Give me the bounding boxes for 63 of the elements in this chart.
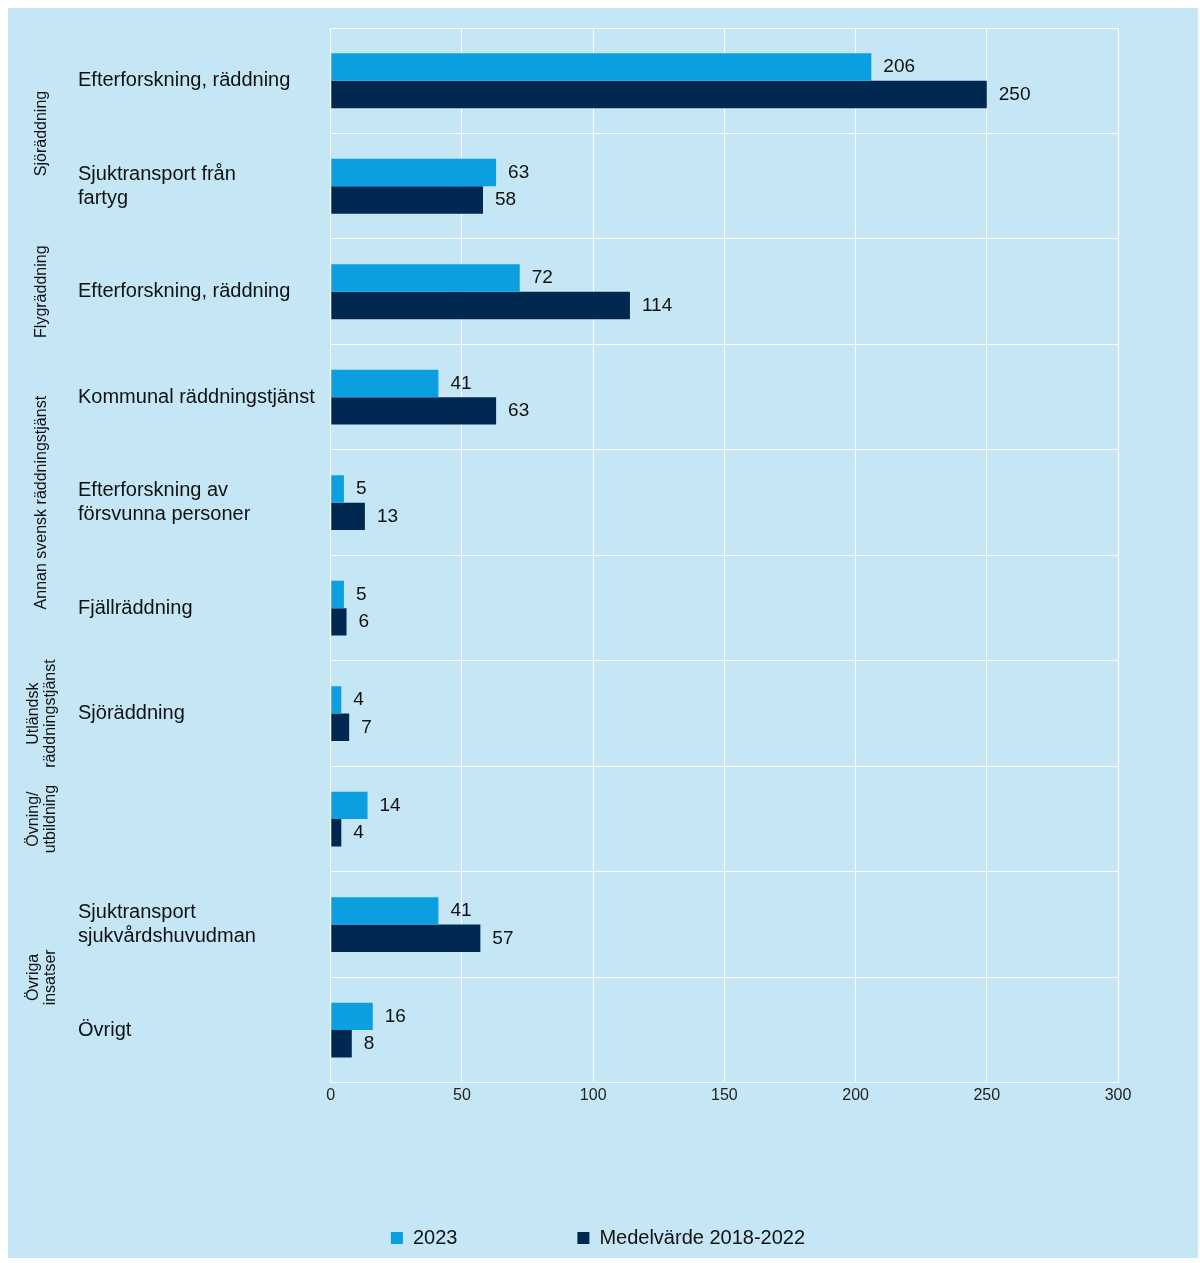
data-label: 114 bbox=[641, 293, 673, 315]
data-label: 4 bbox=[353, 688, 365, 710]
x-tick-label: 0 bbox=[326, 1085, 336, 1103]
y-tick-label: Efterforskning av försvunna personer bbox=[78, 478, 251, 525]
bar bbox=[331, 186, 483, 214]
text: Flygräddning bbox=[32, 245, 50, 338]
data-label: 57 bbox=[492, 926, 514, 948]
x-tick-label: 250 bbox=[973, 1085, 1001, 1103]
bar bbox=[331, 1030, 352, 1058]
data-label: 6 bbox=[358, 610, 370, 632]
x-tick-label: 100 bbox=[579, 1085, 607, 1103]
text: Annan svensk räddningstjänst bbox=[32, 395, 50, 610]
data-label: 13 bbox=[376, 504, 399, 526]
data-label: 63 bbox=[508, 160, 530, 182]
data-label: 5 bbox=[355, 582, 367, 604]
data-label: 58 bbox=[494, 188, 517, 210]
bar bbox=[331, 291, 630, 320]
text: Övriga insatser bbox=[23, 948, 58, 1006]
bar bbox=[331, 369, 439, 398]
y-tick-label: Sjöräddning bbox=[78, 701, 185, 724]
bar bbox=[331, 608, 347, 636]
y-tick-label: Fjällräddning bbox=[78, 595, 193, 618]
bar bbox=[331, 897, 439, 925]
data-label: 41 bbox=[450, 899, 472, 921]
x-tick-label: 300 bbox=[1104, 1085, 1132, 1103]
text: Utländsk räddningstjänst bbox=[23, 658, 58, 768]
bar bbox=[331, 397, 497, 425]
bar bbox=[331, 924, 481, 953]
text: Övning/ utbildning bbox=[23, 784, 58, 854]
bar bbox=[331, 686, 342, 714]
data-label: 14 bbox=[379, 793, 402, 815]
bar bbox=[331, 580, 344, 609]
legend-label: Medelvärde 2018-2022 bbox=[599, 1225, 806, 1248]
bar bbox=[331, 264, 520, 292]
bar bbox=[331, 819, 342, 847]
bar bbox=[331, 53, 872, 81]
y-tick-label: Övrigt bbox=[78, 1017, 132, 1040]
data-label: 250 bbox=[998, 82, 1031, 104]
legend-label: 2023 bbox=[412, 1225, 458, 1248]
x-tick-label: 50 bbox=[453, 1085, 471, 1103]
x-tick-label: 150 bbox=[711, 1085, 738, 1103]
y-tick-label: Kommunal räddningstjänst bbox=[78, 384, 316, 407]
data-label: 63 bbox=[508, 399, 530, 421]
bar bbox=[331, 158, 497, 187]
data-label: 5 bbox=[355, 477, 367, 499]
bar bbox=[331, 502, 365, 531]
y-tick-label: Efterforskning, räddning bbox=[78, 279, 291, 302]
data-label: 72 bbox=[531, 266, 553, 288]
data-label: 7 bbox=[361, 715, 372, 737]
data-label: 8 bbox=[363, 1032, 375, 1054]
bar bbox=[331, 80, 987, 109]
y-tick-label: Efterforskning, räddning bbox=[78, 68, 291, 91]
y-tick-label: Sjuktransport från fartyg bbox=[78, 161, 236, 208]
data-label: 4 bbox=[353, 821, 365, 843]
bar bbox=[331, 475, 344, 503]
bar bbox=[331, 713, 350, 742]
data-label: 206 bbox=[883, 55, 916, 77]
bar bbox=[331, 791, 368, 820]
x-tick-label: 200 bbox=[842, 1085, 870, 1103]
bar bbox=[331, 1002, 373, 1031]
data-label: 16 bbox=[384, 1004, 406, 1026]
data-label: 41 bbox=[450, 371, 472, 393]
y-tick-label: Sjuktransport sjukvårdshuvudman bbox=[78, 900, 256, 947]
